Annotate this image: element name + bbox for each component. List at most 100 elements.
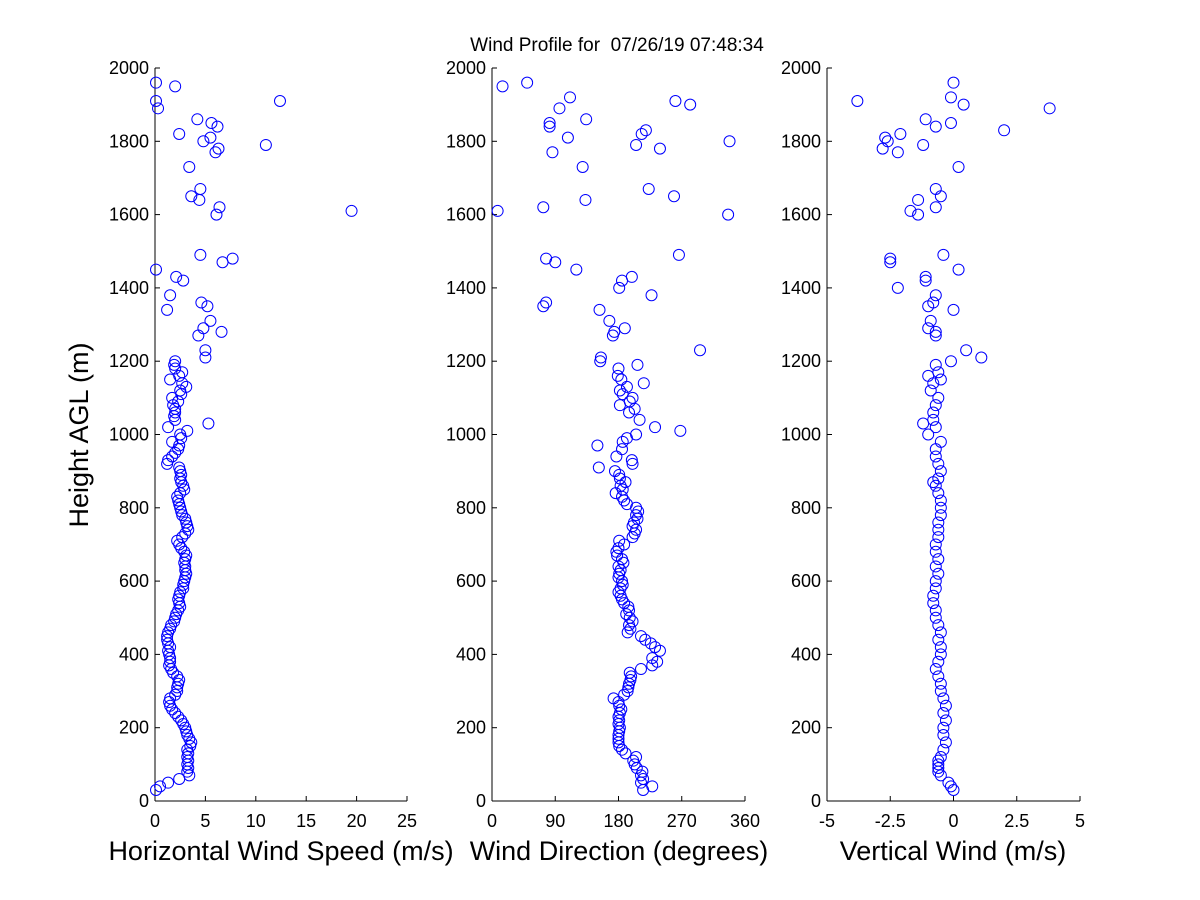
data-point (540, 296, 553, 309)
x-axis-label-wind-direction: Wind Direction (degrees) (470, 836, 769, 866)
data-point (722, 208, 735, 221)
data-point (591, 439, 604, 452)
data-point (618, 322, 631, 335)
data-point (616, 578, 629, 591)
x-tick-label: -5 (819, 811, 835, 831)
data-point (345, 204, 358, 217)
data-point (669, 94, 682, 107)
data-point (929, 289, 942, 302)
y-tick-label: 1800 (446, 131, 486, 151)
y-tick-label: 800 (119, 498, 149, 518)
data-point (622, 681, 635, 694)
data-point (934, 509, 947, 522)
data-point (934, 685, 947, 698)
data-point (998, 124, 1011, 137)
data-point (934, 641, 947, 654)
data-point (929, 399, 942, 412)
data-point (630, 509, 643, 522)
data-point (204, 314, 217, 327)
data-point (210, 208, 223, 221)
data-point (723, 135, 736, 148)
data-point (616, 388, 629, 401)
x-axis-label-horizontal-speed: Horizontal Wind Speed (m/s) (108, 836, 453, 866)
data-point (191, 113, 204, 126)
data-point (924, 384, 937, 397)
data-point (922, 428, 935, 441)
data-point (879, 131, 892, 144)
data-point (170, 270, 183, 283)
data-point (952, 263, 965, 276)
data-point (631, 358, 644, 371)
data-point (150, 784, 163, 797)
y-tick-label: 2000 (109, 58, 149, 78)
data-point (616, 435, 629, 448)
data-point (593, 303, 606, 316)
data-point (927, 413, 940, 426)
data-point (166, 450, 179, 463)
data-point (199, 351, 212, 364)
data-point (929, 329, 942, 342)
data-point (912, 193, 925, 206)
y-tick-label: 1000 (446, 425, 486, 445)
data-point (944, 91, 957, 104)
x-tick-label: 15 (296, 811, 316, 831)
data-point (173, 369, 186, 382)
data-point (176, 366, 189, 379)
data-point (919, 270, 932, 283)
data-point (932, 655, 945, 668)
data-point (929, 604, 942, 617)
data-point (922, 322, 935, 335)
data-point (932, 366, 945, 379)
data-point (934, 751, 947, 764)
data-point (891, 146, 904, 159)
x-tick-label: 25 (397, 811, 417, 831)
x-tick-label: 5 (200, 811, 210, 831)
data-point (622, 600, 635, 613)
data-point (932, 567, 945, 580)
data-point (612, 586, 625, 599)
data-point (202, 417, 215, 430)
data-point (162, 421, 175, 434)
data-point (932, 487, 945, 500)
y-tick-label: 800 (456, 498, 486, 518)
data-point (496, 80, 509, 93)
y-tick-label: 1000 (781, 425, 821, 445)
data-point (625, 270, 638, 283)
y-tick-label: 1600 (109, 205, 149, 225)
data-point (881, 135, 894, 148)
data-point (944, 116, 957, 129)
data-point (594, 351, 607, 364)
data-point (204, 131, 217, 144)
x-tick-label: 2.5 (1004, 811, 1029, 831)
panel-horizontal-speed: 0 200 400 600 800 1000 1200 1400 1600 1800 2000 0 5 1… (108, 58, 453, 866)
y-tick-label: 0 (476, 791, 486, 811)
y-tick-label: 600 (791, 571, 821, 591)
data-point (626, 615, 639, 628)
y-tick-label: 1600 (446, 205, 486, 225)
data-point (194, 248, 207, 261)
data-point (608, 465, 621, 478)
data-point (627, 754, 640, 767)
data-point (162, 776, 175, 789)
data-point (174, 586, 187, 599)
data-point (932, 516, 945, 529)
data-point (553, 102, 566, 115)
data-point (546, 146, 559, 159)
data-point (934, 435, 947, 448)
data-point (929, 538, 942, 551)
data-point (162, 454, 175, 467)
data-point (621, 626, 634, 639)
data-point (937, 721, 950, 734)
y-tick-label: 1400 (781, 278, 821, 298)
data-point (653, 142, 666, 155)
data-point (169, 355, 182, 368)
data-point (932, 633, 945, 646)
data-point (932, 762, 945, 775)
data-point (932, 754, 945, 767)
data-point (947, 303, 960, 316)
data-point (213, 201, 226, 214)
data-point (623, 666, 636, 679)
y-tick-label: 1400 (446, 278, 486, 298)
data-point (932, 472, 945, 485)
data-point (929, 325, 942, 338)
